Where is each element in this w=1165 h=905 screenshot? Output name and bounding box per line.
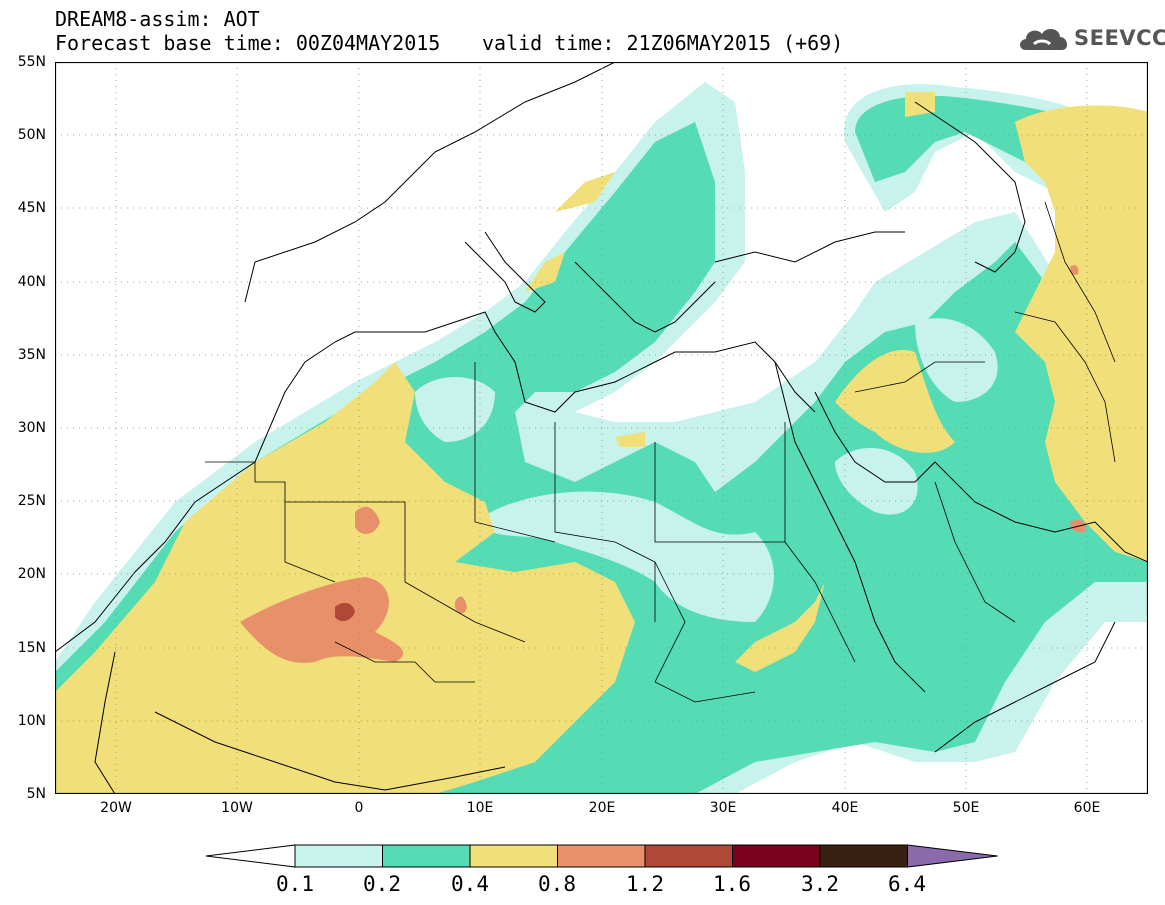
lat-label: 15N [17, 640, 46, 656]
colorbar-label: 3.2 [801, 872, 839, 896]
lat-label: 45N [17, 200, 46, 216]
colorbar [205, 844, 998, 868]
colorbar-label: 0.2 [363, 872, 401, 896]
colorbar-segment [732, 844, 821, 868]
colorbar-segment-lower-extend [205, 844, 296, 868]
colorbar-segment [644, 844, 733, 868]
aot-level-0.8 [240, 264, 1087, 663]
lat-label: 5N [26, 786, 46, 802]
colorbar-label: 6.4 [888, 872, 926, 896]
chart-title: DREAM8-assim: AOT [55, 7, 260, 31]
country-borders [205, 201, 1116, 703]
colorbar-segment [819, 844, 908, 868]
map-frame [55, 62, 1148, 794]
lon-label: 60E [1073, 800, 1101, 816]
colorbar-label: 1.6 [713, 872, 751, 896]
lon-label: 10W [221, 800, 253, 816]
lon-label: 30E [709, 800, 737, 816]
coastlines [55, 62, 1148, 794]
colorbar-segment [557, 844, 646, 868]
colorbar-segments [205, 844, 998, 868]
lat-label: 50N [17, 127, 46, 143]
lon-label: 50E [952, 800, 980, 816]
grid-lines [55, 62, 1148, 794]
lat-label: 25N [17, 493, 46, 509]
lat-label: 10N [17, 713, 46, 729]
colorbar-segment-upper-extend [907, 844, 998, 868]
lon-label: 10E [466, 800, 494, 816]
colorbar-label: 0.4 [451, 872, 489, 896]
cloud-icon [1020, 28, 1068, 50]
lat-label: 40N [17, 274, 46, 290]
forecast-base-time: Forecast base time: 00Z04MAY2015 [55, 31, 441, 55]
valid-time: valid time: 21Z06MAY2015 (+69) [482, 31, 844, 55]
lat-label: 30N [17, 420, 46, 436]
colorbar-segment [294, 844, 383, 868]
colorbar-segment [382, 844, 471, 868]
lat-label: 55N [17, 54, 46, 70]
lat-label: 35N [17, 347, 46, 363]
colorbar-label: 0.1 [276, 872, 314, 896]
logo-text: SEEVCCC [1074, 26, 1165, 50]
lon-label: 20W [100, 800, 132, 816]
colorbar-segment [469, 844, 558, 868]
lon-label: 20E [588, 800, 616, 816]
lon-label: 40E [831, 800, 859, 816]
aot-level-1.2 [335, 602, 355, 622]
seevccc-logo: SEEVCCC [1016, 22, 1165, 58]
colorbar-label: 0.8 [538, 872, 576, 896]
lat-label: 20N [17, 566, 46, 582]
colorbar-label: 1.2 [626, 872, 664, 896]
aot-map [55, 62, 1148, 794]
aot-level-0.4 [55, 92, 1148, 794]
lon-label: 0 [354, 800, 364, 816]
